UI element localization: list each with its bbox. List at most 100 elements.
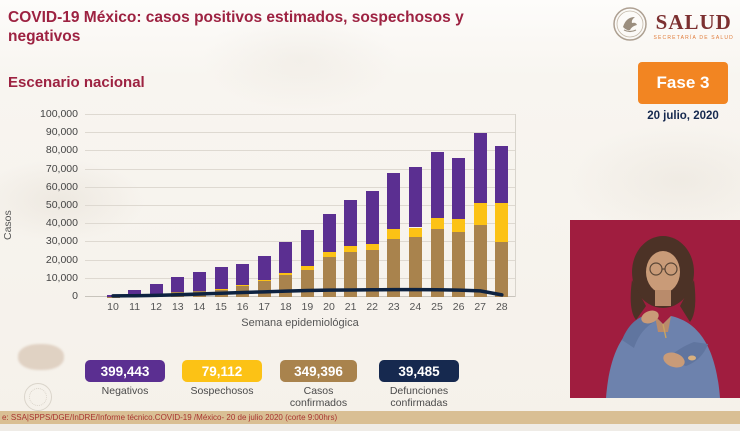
y-tick: 80,000 — [45, 144, 78, 157]
x-tick: 22 — [366, 301, 379, 313]
bar-yellow-week-19 — [300, 265, 314, 271]
sign-language-interpreter-video — [570, 220, 740, 398]
y-tick: 60,000 — [45, 180, 78, 193]
bar-purple-week-20 — [322, 213, 336, 252]
bar-yellow-week-17 — [257, 280, 271, 282]
x-tick: 10 — [107, 301, 119, 313]
legend-badge-negativos: 399,443 — [85, 360, 165, 382]
x-tick: 13 — [171, 301, 184, 313]
x-tick: 18 — [279, 301, 292, 313]
bar-yellow-week-28 — [495, 202, 509, 242]
defunciones-line — [111, 287, 504, 298]
bar-purple-week-28 — [495, 145, 509, 203]
bar-purple-week-19 — [300, 230, 314, 266]
report-date: 20 julio, 2020 — [647, 110, 719, 122]
x-tick: 17 — [258, 301, 271, 313]
x-tick: 28 — [495, 301, 508, 313]
legend-defunciones: 39,485 Defunciones confirmadas — [379, 360, 459, 409]
x-tick: 16 — [236, 301, 249, 313]
legend-badge-sospechosos: 79,112 — [182, 360, 262, 382]
y-axis-ticks: 0 10,000 20,000 30,000 40,000 50,000 60,000 70,… — [14, 108, 78, 302]
x-tick: 21 — [344, 301, 357, 313]
bottom-strip — [0, 424, 740, 431]
gridline — [85, 277, 515, 279]
bar-purple-week-12 — [149, 283, 163, 295]
page-title: COVID-19 México: casos positivos estimad… — [8, 9, 464, 46]
bar-purple-week-18 — [279, 242, 293, 274]
source-bar: e: SSA|SPPS/DGE/InDRE/Informe técnico.CO… — [0, 411, 740, 424]
bar-yellow-week-21 — [344, 246, 358, 253]
bar-brown-week-24 — [408, 236, 422, 297]
bar-yellow-week-16 — [236, 285, 250, 287]
x-axis-ticks: 10 11 12 13 14 15 16 17 18 19 20 21 22 23 24 25 26 27 28 — [85, 301, 515, 315]
plot-area — [85, 114, 516, 298]
bar-purple-week-14 — [192, 271, 206, 292]
bar-yellow-week-27 — [473, 202, 487, 226]
gridline — [85, 205, 515, 206]
bar-brown-week-20 — [322, 256, 336, 297]
bar-purple-week-27 — [473, 133, 487, 203]
gridline — [85, 168, 515, 170]
bar-brown-week-26 — [452, 231, 466, 297]
bar-purple-week-25 — [430, 152, 444, 218]
bar-brown-week-23 — [387, 238, 401, 297]
y-tick: 70,000 — [45, 162, 78, 175]
gridline — [85, 241, 515, 243]
bar-purple-week-15 — [214, 266, 228, 289]
bar-brown-week-22 — [365, 250, 379, 297]
x-tick: 27 — [474, 301, 487, 313]
bar-brown-week-25 — [430, 228, 444, 297]
bar-yellow-week-25 — [430, 217, 444, 229]
y-tick: 30,000 — [45, 235, 78, 248]
bar-yellow-week-18 — [279, 273, 293, 276]
y-tick: 0 — [72, 290, 78, 302]
legend-sospechosos: 79,112 Sospechosos — [182, 360, 262, 397]
x-tick: 25 — [431, 301, 443, 313]
x-tick: 19 — [301, 301, 314, 313]
gridline — [85, 132, 515, 134]
bar-purple-week-13 — [171, 276, 185, 293]
legend-casos-confirmados: 349,396 Casos confirmados — [280, 360, 357, 409]
y-tick: 100,000 — [40, 108, 78, 120]
x-axis-line — [85, 296, 515, 297]
gridline — [85, 259, 515, 261]
legend-badge-defunciones: 39,485 — [379, 360, 459, 382]
logo-name: SALUD — [655, 10, 732, 34]
y-tick: 10,000 — [45, 271, 78, 284]
bar-purple-week-11 — [128, 290, 142, 296]
y-tick: 90,000 — [45, 126, 78, 139]
eagle-seal-icon — [611, 5, 649, 48]
x-tick: 15 — [215, 301, 227, 313]
watermark-seal-icon — [24, 383, 52, 411]
gridline — [85, 114, 515, 115]
y-tick: 50,000 — [45, 199, 78, 211]
bar-brown-week-21 — [344, 252, 358, 297]
legend-badge-casos-confirmados: 349,396 — [280, 360, 357, 382]
bar-purple-week-16 — [236, 264, 250, 286]
x-tick: 20 — [323, 301, 335, 313]
x-tick: 11 — [129, 301, 141, 313]
legend-negativos: 399,443 Negativos — [85, 360, 165, 397]
gridline — [85, 150, 515, 152]
x-axis-label: Semana epidemiológica — [241, 317, 359, 329]
watermark-historical-figures — [18, 344, 64, 370]
x-tick: 24 — [409, 301, 422, 313]
bar-purple-week-24 — [408, 166, 422, 228]
gridline — [85, 186, 515, 188]
x-tick: 12 — [150, 301, 163, 313]
x-tick: 23 — [387, 301, 400, 313]
bar-purple-week-17 — [257, 256, 271, 281]
y-tick: 40,000 — [45, 217, 78, 230]
bar-brown-week-27 — [473, 225, 487, 297]
x-tick: 26 — [452, 301, 465, 313]
interpreter-figure — [570, 220, 740, 398]
bar-yellow-week-22 — [365, 244, 379, 251]
y-tick: 20,000 — [45, 253, 78, 266]
gridline — [85, 223, 515, 225]
bar-yellow-week-26 — [452, 219, 466, 232]
bar-purple-week-23 — [387, 173, 401, 230]
chart-subtitle: Escenario nacional — [8, 74, 145, 91]
bar-brown-week-28 — [495, 241, 509, 297]
bar-purple-week-21 — [344, 199, 358, 247]
bar-yellow-week-15 — [214, 288, 228, 290]
